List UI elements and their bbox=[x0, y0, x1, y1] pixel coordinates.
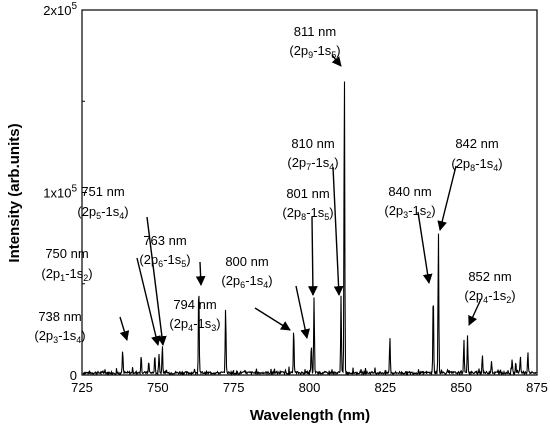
annotation-arrow bbox=[307, 216, 318, 296]
y-tick-label: 0 bbox=[70, 368, 77, 383]
x-tick-label: 725 bbox=[71, 380, 93, 395]
y-axis-title: Intensity (arb.units) bbox=[6, 123, 23, 262]
annotation-transition: (2p7-1s4) bbox=[287, 155, 338, 172]
annotation-wavelength: 852 nm bbox=[468, 269, 511, 284]
annotation-arrow bbox=[468, 298, 482, 326]
annotation-arrow bbox=[136, 257, 161, 346]
annotation-transition: (2p9-1s5) bbox=[289, 43, 340, 60]
annotation-arrow bbox=[146, 216, 167, 346]
y-axis: 0 1x105 2x105 bbox=[43, 1, 87, 383]
annotation-wavelength: 811 nm bbox=[294, 24, 336, 39]
annotation-wavelength: 751 nm bbox=[81, 184, 124, 199]
peak-annotation: 794 nm (2p4-1s3) bbox=[169, 297, 291, 333]
annotation-wavelength: 763 nm bbox=[143, 233, 186, 248]
annotation-arrow bbox=[332, 166, 344, 296]
x-tick-label: 800 bbox=[299, 380, 321, 395]
annotation-wavelength: 800 nm bbox=[225, 254, 268, 269]
peak-annotation: 750 nm (2p1-1s2) bbox=[41, 246, 161, 346]
annotations: 738 nm (2p3-1s4) 750 nm (2p1-1s2) 751 nm (2p5… bbox=[34, 24, 516, 346]
annotation-wavelength: 801 nm bbox=[286, 186, 329, 201]
annotation-arrow bbox=[119, 316, 130, 341]
annotation-wavelength: 842 nm bbox=[455, 136, 498, 151]
series-line bbox=[82, 81, 537, 377]
annotation-wavelength: 750 nm bbox=[45, 246, 88, 261]
annotation-wavelength: 810 nm bbox=[291, 136, 334, 151]
x-tick-label: 775 bbox=[223, 380, 245, 395]
annotation-arrow bbox=[295, 285, 310, 339]
annotation-transition: (2p8-1s4) bbox=[451, 156, 502, 173]
annotation-transition: (2p3-1s4) bbox=[34, 328, 85, 345]
peak-annotation: 800 nm (2p6-1s4) bbox=[221, 254, 310, 339]
annotation-arrow bbox=[437, 165, 457, 231]
peak-annotation: 840 nm (2p3-1s2) bbox=[384, 184, 436, 284]
annotation-wavelength: 738 nm bbox=[38, 309, 81, 324]
annotation-transition: (2p6-1s5) bbox=[139, 252, 190, 269]
annotation-transition: (2p4-1s3) bbox=[169, 316, 220, 333]
peak-annotation: 852 nm (2p4-1s2) bbox=[464, 269, 516, 326]
annotation-arrow bbox=[331, 54, 342, 67]
annotation-transition: (2p6-1s4) bbox=[221, 273, 272, 290]
annotation-arrow bbox=[417, 211, 433, 284]
annotation-arrow bbox=[195, 261, 206, 286]
peak-annotation: 751 nm (2p5-1s4) bbox=[77, 184, 167, 346]
x-tick-label: 750 bbox=[147, 380, 169, 395]
y-tick-label: 1x105 bbox=[43, 184, 77, 201]
x-tick-label: 850 bbox=[450, 380, 472, 395]
annotation-transition: (2p8-1s5) bbox=[282, 205, 333, 222]
annotation-transition: (2p1-1s2) bbox=[41, 266, 92, 283]
peak-annotation: 842 nm (2p8-1s4) bbox=[437, 136, 503, 231]
x-tick-label: 875 bbox=[526, 380, 548, 395]
y-tick-label: 2x105 bbox=[43, 1, 77, 18]
annotation-wavelength: 840 nm bbox=[388, 184, 431, 199]
peak-annotation: 763 nm (2p6-1s5) bbox=[139, 233, 206, 286]
annotation-arrow bbox=[254, 307, 291, 331]
peak-annotation: 801 nm (2p8-1s5) bbox=[282, 186, 334, 296]
annotation-transition: (2p4-1s2) bbox=[464, 288, 515, 305]
peak-annotation: 811 nm (2p9-1s5) bbox=[289, 24, 342, 67]
x-tick-label: 825 bbox=[374, 380, 396, 395]
annotation-wavelength: 794 nm bbox=[173, 297, 216, 312]
peak-annotation: 738 nm (2p3-1s4) bbox=[34, 309, 130, 345]
x-axis-title: Wavelength (nm) bbox=[250, 407, 370, 424]
peak-annotation: 810 nm (2p7-1s4) bbox=[287, 136, 344, 296]
annotation-transition: (2p5-1s4) bbox=[77, 204, 128, 221]
annotation-transition: (2p3-1s2) bbox=[384, 203, 435, 220]
